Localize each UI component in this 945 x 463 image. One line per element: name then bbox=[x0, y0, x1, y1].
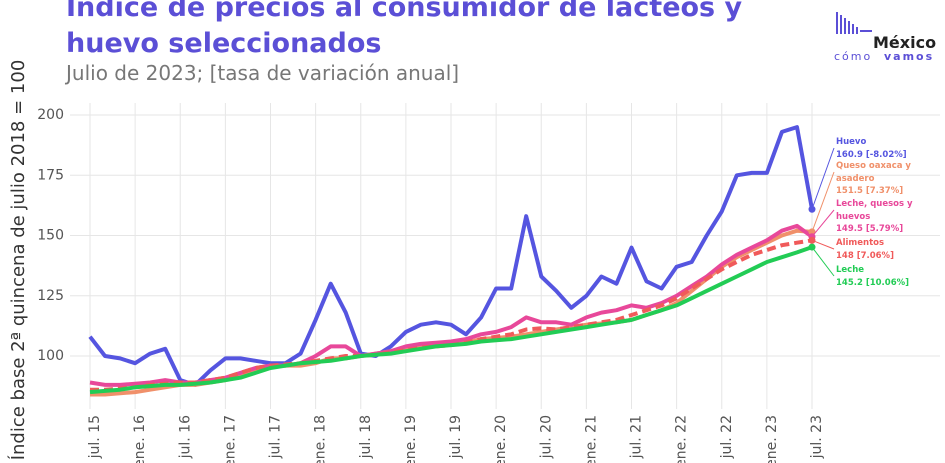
label-connector bbox=[811, 209, 835, 238]
y-tick-label: 175 bbox=[37, 167, 64, 183]
x-tick-label: ene. 19 bbox=[403, 415, 419, 463]
x-tick-label: jul. 17 bbox=[268, 415, 284, 459]
end-label: Leche, quesos y huevos 149.5 [5.79%] bbox=[836, 198, 914, 236]
x-tick-label: jul. 23 bbox=[809, 415, 825, 459]
value-label: 145.2 [10.06%] bbox=[836, 277, 910, 288]
x-tick-label: jul. 21 bbox=[629, 415, 645, 459]
end-label: Queso oaxaca y asadero 151.5 [7.37%] bbox=[836, 160, 914, 198]
x-tick-label: jul. 16 bbox=[177, 415, 193, 459]
label-connector bbox=[811, 239, 835, 250]
title-line: huevo seleccionados bbox=[66, 28, 381, 59]
series-name: Leche bbox=[836, 265, 865, 275]
value-label: 160.9 [-8.02%] bbox=[836, 149, 907, 160]
end-point bbox=[808, 243, 816, 251]
logo-name: México bbox=[873, 33, 936, 52]
x-tick-label: jul. 18 bbox=[358, 415, 374, 459]
end-point bbox=[808, 228, 816, 236]
series-name: Queso oaxaca y asadero bbox=[836, 161, 911, 184]
logo-bars bbox=[836, 12, 872, 34]
x-tick-label: ene. 17 bbox=[222, 415, 238, 463]
y-tick-label: 125 bbox=[37, 288, 64, 304]
end-point bbox=[808, 205, 816, 213]
end-label: Leche 145.2 [10.06%] bbox=[836, 264, 914, 289]
value-label: 148 [7.06%] bbox=[836, 250, 894, 261]
end-point bbox=[808, 236, 816, 244]
x-tick-label: ene. 18 bbox=[313, 415, 329, 463]
x-tick-label: ene. 16 bbox=[132, 415, 148, 463]
logo-tag: vamos bbox=[884, 50, 934, 63]
label-connector bbox=[811, 171, 835, 233]
title-line: Índice de precios al consumidor de lácte… bbox=[66, 0, 743, 23]
x-tick-label: jul. 20 bbox=[538, 415, 554, 459]
x-tick-label: jul. 22 bbox=[719, 415, 735, 459]
end-label: Huevo 160.9 [-8.02%] bbox=[836, 136, 914, 161]
series-name: Huevo bbox=[836, 137, 867, 147]
logo-tag: cómo bbox=[834, 50, 872, 63]
label-connector bbox=[811, 246, 835, 277]
y-tick-label: 200 bbox=[37, 107, 64, 123]
x-tick-label: jul. 15 bbox=[87, 415, 103, 459]
value-label: 151.5 [7.37%] bbox=[836, 186, 904, 196]
series-line bbox=[88, 125, 814, 387]
x-tick-label: jul. 19 bbox=[448, 415, 464, 459]
subtitle: Julio de 2023; [tasa de variación anual] bbox=[64, 61, 459, 85]
y-tick-label: 150 bbox=[37, 228, 64, 244]
x-tick-label: ene. 22 bbox=[674, 415, 690, 463]
series-line bbox=[89, 245, 813, 395]
x-tick-label: ene. 20 bbox=[493, 415, 509, 463]
y-axis-label: Índice base 2ª quincena de julio 2018 = … bbox=[7, 60, 29, 461]
x-tick-label: ene. 23 bbox=[764, 415, 780, 463]
series-name: Alimentos bbox=[836, 238, 885, 248]
label-connector bbox=[811, 147, 835, 210]
end-label: Alimentos 148 [7.06%] bbox=[836, 237, 914, 262]
y-tick-label: 100 bbox=[37, 348, 64, 364]
series-name: Leche, quesos y huevos bbox=[836, 199, 913, 222]
x-tick-label: ene. 21 bbox=[583, 415, 599, 463]
value-label: 149.5 [5.79%] bbox=[836, 224, 904, 234]
